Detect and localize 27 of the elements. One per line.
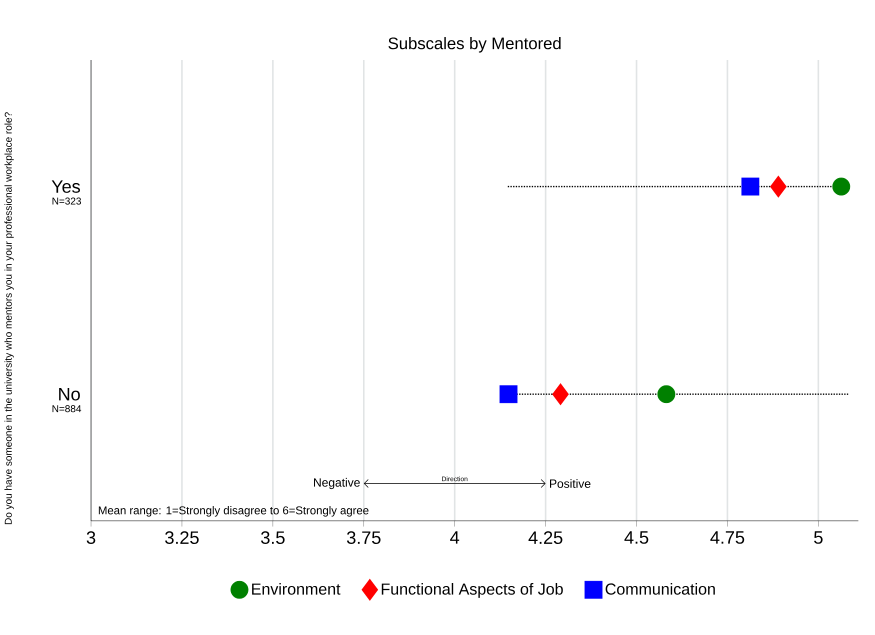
x-tick-label: 3.25 — [165, 531, 199, 544]
x-tick-label: 3.5 — [261, 531, 285, 544]
point — [741, 177, 760, 196]
annotation: Mean range: 1=Strongly disagree to 6=Strongly agree — [98, 506, 368, 516]
x-tick-label: 4.75 — [710, 531, 744, 544]
point — [500, 385, 518, 403]
y-tick-label: No — [59, 388, 80, 400]
y-axis-title: Do you have someone in the university who mentors you in your professional workplace role? — [4, 112, 14, 524]
point — [770, 175, 787, 198]
x-tick-label: 5 — [814, 531, 823, 544]
text: N=884 — [52, 404, 82, 412]
x-tick-label: 4.25 — [528, 531, 562, 544]
point — [832, 177, 850, 196]
legend-label: Communication — [606, 582, 715, 594]
x-tick-label: 4 — [450, 531, 460, 544]
annotation: Negative — [314, 478, 360, 489]
x-tick-label: 3.75 — [346, 531, 381, 544]
x-tick-label: 4.5 — [624, 531, 648, 544]
legend-label: Environment — [252, 582, 340, 594]
legend-label: Functional Aspects of Job — [382, 582, 563, 598]
point — [552, 383, 569, 405]
x-tick-label: 3 — [86, 531, 96, 544]
y-tick-label: Yes — [52, 180, 80, 193]
text: N=323 — [52, 197, 81, 204]
chart-title: Subscales by Mentored — [388, 36, 561, 52]
annotation: Positive — [550, 478, 590, 488]
point — [657, 385, 676, 403]
